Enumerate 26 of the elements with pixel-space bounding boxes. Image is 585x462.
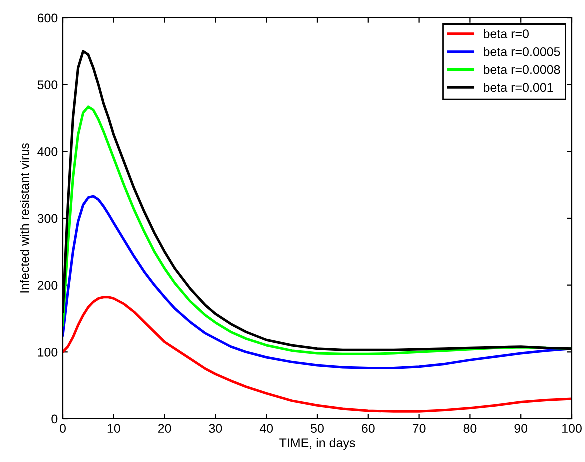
y-tick-label: 400 <box>38 147 58 156</box>
x-tick-label: 0 <box>60 424 66 434</box>
x-tick-label: 40 <box>260 424 274 434</box>
x-tick-label: 90 <box>514 424 528 434</box>
x-tick-label: 10 <box>108 424 120 434</box>
y-tick-label: 300 <box>38 214 58 224</box>
legend-label: beta r=0 <box>484 29 529 38</box>
x-tick-label: 30 <box>209 424 222 434</box>
y-tick-label: 500 <box>38 80 58 90</box>
legend-label: beta r=0.0005 <box>484 47 560 56</box>
y-tick-label: 600 <box>38 14 58 23</box>
x-tick-label: 50 <box>311 424 324 434</box>
y-axis-title: Infected with resistant virus <box>20 144 30 293</box>
x-tick-label: 70 <box>412 424 426 434</box>
x-tick-label: 60 <box>362 424 375 434</box>
line-series <box>63 296 572 413</box>
y-tick-label: 200 <box>38 281 58 290</box>
line-series <box>63 195 572 370</box>
x-tick-label: 80 <box>464 424 477 434</box>
x-tick-label: 20 <box>158 424 172 434</box>
y-tick-label: 100 <box>38 348 58 357</box>
legend-label: beta r=0.001 <box>484 82 554 92</box>
y-tick-label: 0 <box>52 414 58 424</box>
x-tick-label: 100 <box>562 424 582 434</box>
legend-label: beta r=0.0008 <box>484 65 560 74</box>
x-axis-title: TIME, in days <box>280 438 356 450</box>
